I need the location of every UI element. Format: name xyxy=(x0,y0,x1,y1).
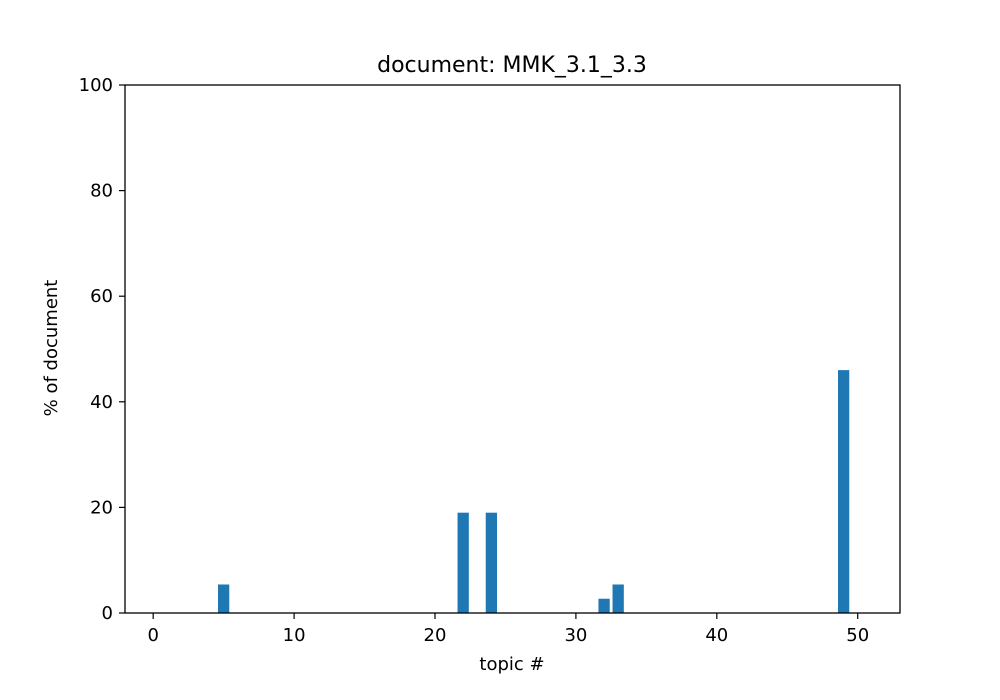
bar-topic-24 xyxy=(485,512,497,613)
y-tick-label: 20 xyxy=(90,497,113,518)
x-axis-ticks: 0 10 20 30 40 50 xyxy=(147,613,869,646)
chart-title: document: MMK_3.1_3.3 xyxy=(377,53,647,78)
y-axis-ticks: 0 20 40 60 80 100 xyxy=(79,75,125,624)
x-tick-label: 20 xyxy=(424,625,447,646)
x-tick-label: 40 xyxy=(705,625,728,646)
bar-topic-32 xyxy=(598,598,610,613)
x-tick-label: 50 xyxy=(846,625,869,646)
x-tick-label: 10 xyxy=(283,625,306,646)
y-tick-label: 80 xyxy=(90,181,113,202)
y-axis-label: % of document xyxy=(41,280,62,417)
plot-frame xyxy=(124,84,901,614)
bars-group xyxy=(218,370,850,613)
x-tick-label: 0 xyxy=(147,625,158,646)
bar-topic-5 xyxy=(218,584,230,613)
x-tick-label: 30 xyxy=(564,625,587,646)
bar-topic-22 xyxy=(457,512,469,613)
y-tick-label: 0 xyxy=(102,603,113,624)
bar-topic-49 xyxy=(838,370,850,613)
y-tick-label: 40 xyxy=(90,392,113,413)
x-axis-label: topic # xyxy=(479,654,544,675)
y-tick-label: 100 xyxy=(79,75,113,96)
bar-topic-33 xyxy=(612,584,624,613)
y-tick-label: 60 xyxy=(90,286,113,307)
